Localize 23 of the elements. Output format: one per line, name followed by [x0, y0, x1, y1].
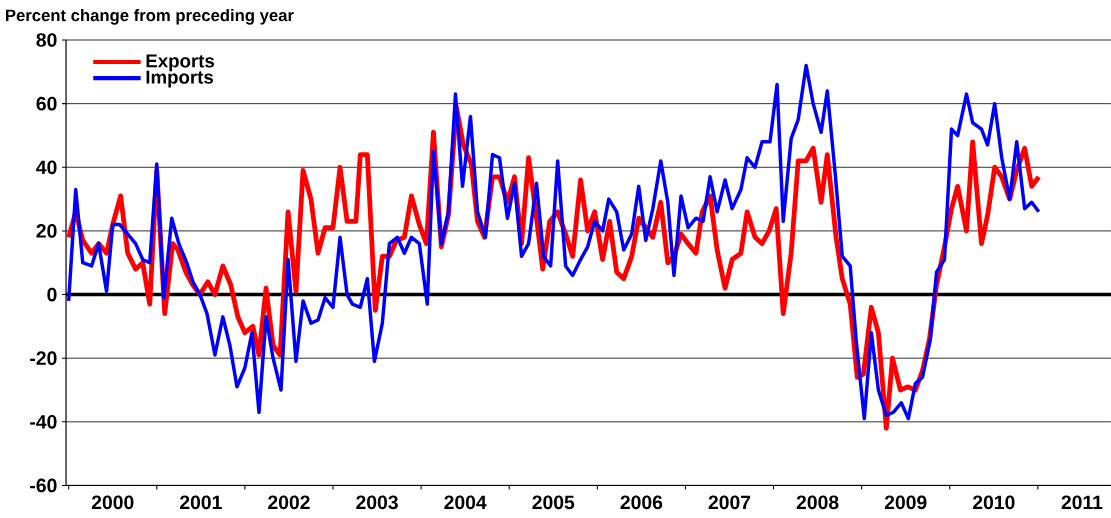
y-tick-label: 60	[36, 96, 57, 111]
x-tick-label: 2010	[972, 495, 1015, 510]
x-tick-label: 2007	[708, 495, 751, 510]
legend-label: Imports	[146, 70, 214, 88]
x-tick-label: 2000	[91, 495, 134, 510]
x-tick-label: 2006	[620, 495, 663, 510]
x-tick-label: 2009	[884, 495, 927, 510]
y-tick-label: -60	[30, 478, 57, 493]
y-tick-label: 40	[36, 160, 57, 175]
legend-label: Exports	[146, 54, 215, 72]
y-tick-label: 20	[36, 224, 57, 238]
y-tick-label: 80	[36, 33, 57, 47]
x-tick-label: 2003	[356, 495, 398, 510]
y-tick-label: -40	[30, 414, 57, 429]
chart-title: Percent change from preceding year	[6, 8, 294, 25]
x-tick-label: 2005	[532, 495, 575, 510]
x-tick-label: 2008	[796, 495, 839, 510]
x-tick-label: 2011	[1061, 495, 1103, 510]
x-tick-label: 2004	[444, 495, 487, 510]
y-tick-label: 0	[47, 287, 57, 302]
x-tick-label: 2001	[180, 495, 222, 510]
x-tick-label: 2002	[268, 495, 310, 510]
y-tick-label: -20	[30, 351, 57, 365]
